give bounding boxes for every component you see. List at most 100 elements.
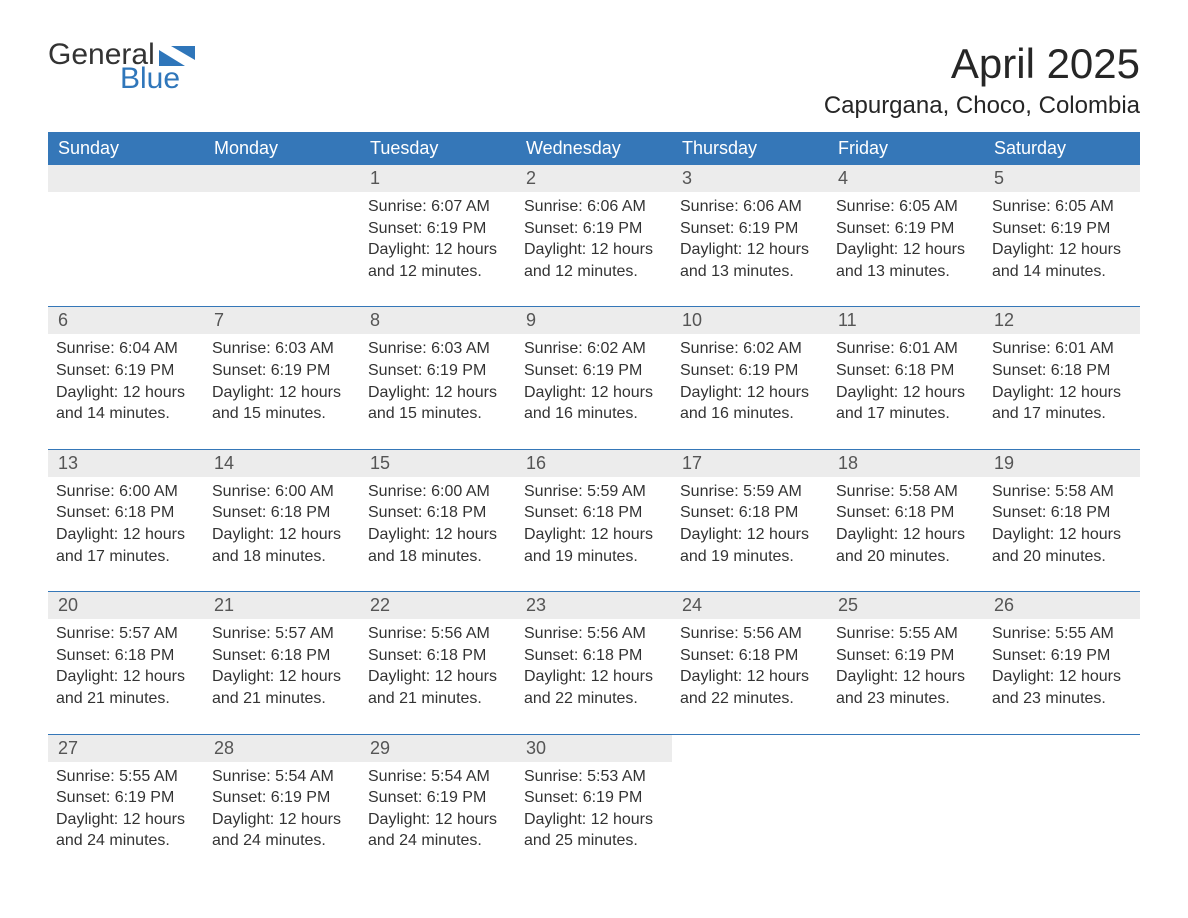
sunset-line: Sunset: 6:19 PM	[836, 218, 976, 240]
daylight-line: Daylight: 12 hours and 17 minutes.	[836, 382, 976, 425]
day-cell: 25Sunrise: 5:55 AMSunset: 6:19 PMDayligh…	[828, 592, 984, 734]
sunset-label: Sunset:	[56, 504, 115, 521]
sunrise-value: 5:55 AM	[899, 625, 958, 642]
title-block: April 2025 Capurgana, Choco, Colombia	[824, 40, 1140, 120]
sunset-line: Sunset: 6:19 PM	[836, 645, 976, 667]
sunrise-value: 6:06 AM	[743, 198, 802, 215]
day-cell: 3Sunrise: 6:06 AMSunset: 6:19 PMDaylight…	[672, 165, 828, 307]
daylight-line: Daylight: 12 hours and 22 minutes.	[524, 666, 664, 709]
day-number: 21	[204, 592, 360, 619]
sunset-value: 6:19 PM	[1051, 647, 1111, 664]
sunrise-label: Sunrise:	[836, 625, 899, 642]
sunset-value: 6:19 PM	[583, 220, 643, 237]
day-cell: 10Sunrise: 6:02 AMSunset: 6:19 PMDayligh…	[672, 307, 828, 449]
daylight-line: Daylight: 12 hours and 14 minutes.	[992, 239, 1132, 282]
sunrise-line: Sunrise: 5:56 AM	[680, 623, 820, 645]
daylight-line: Daylight: 12 hours and 20 minutes.	[992, 524, 1132, 567]
daylight-line: Daylight: 12 hours and 18 minutes.	[212, 524, 352, 567]
sunset-value: 6:19 PM	[895, 220, 955, 237]
sunset-line: Sunset: 6:18 PM	[836, 360, 976, 382]
sunset-label: Sunset:	[368, 504, 427, 521]
sunrise-line: Sunrise: 5:55 AM	[836, 623, 976, 645]
day-details: Sunrise: 5:56 AMSunset: 6:18 PMDaylight:…	[360, 619, 516, 709]
sunrise-value: 6:00 AM	[275, 483, 334, 500]
sunrise-line: Sunrise: 5:59 AM	[524, 481, 664, 503]
sunset-label: Sunset:	[56, 362, 115, 379]
daylight-label: Daylight:	[680, 526, 747, 543]
day-cell: 15Sunrise: 6:00 AMSunset: 6:18 PMDayligh…	[360, 450, 516, 592]
sunrise-line: Sunrise: 6:00 AM	[212, 481, 352, 503]
day-cell: 28Sunrise: 5:54 AMSunset: 6:19 PMDayligh…	[204, 735, 360, 876]
sunset-label: Sunset:	[368, 647, 427, 664]
sunrise-value: 5:58 AM	[1055, 483, 1114, 500]
sunset-value: 6:18 PM	[583, 504, 643, 521]
sunset-line: Sunset: 6:19 PM	[368, 218, 508, 240]
sunset-label: Sunset:	[212, 647, 271, 664]
daylight-line: Daylight: 12 hours and 16 minutes.	[524, 382, 664, 425]
day-number: 25	[828, 592, 984, 619]
sunrise-label: Sunrise:	[680, 483, 743, 500]
day-number: 20	[48, 592, 204, 619]
daylight-line: Daylight: 12 hours and 19 minutes.	[680, 524, 820, 567]
day-number: 7	[204, 307, 360, 334]
day-cell: 19Sunrise: 5:58 AMSunset: 6:18 PMDayligh…	[984, 450, 1140, 592]
day-details: Sunrise: 6:03 AMSunset: 6:19 PMDaylight:…	[360, 334, 516, 424]
day-cell	[48, 165, 204, 307]
sunset-value: 6:19 PM	[115, 362, 175, 379]
sunset-value: 6:19 PM	[427, 789, 487, 806]
daylight-label: Daylight:	[992, 384, 1059, 401]
sunset-label: Sunset:	[524, 362, 583, 379]
sunset-line: Sunset: 6:19 PM	[56, 360, 196, 382]
daylight-line: Daylight: 12 hours and 12 minutes.	[368, 239, 508, 282]
day-number: 8	[360, 307, 516, 334]
weekday-header: Sunday	[48, 132, 204, 165]
daylight-label: Daylight:	[368, 526, 435, 543]
sunset-value: 6:19 PM	[583, 789, 643, 806]
sunrise-label: Sunrise:	[680, 198, 743, 215]
sunrise-value: 5:59 AM	[743, 483, 802, 500]
daylight-line: Daylight: 12 hours and 14 minutes.	[56, 382, 196, 425]
sunset-label: Sunset:	[836, 362, 895, 379]
sunset-value: 6:19 PM	[115, 789, 175, 806]
sunrise-line: Sunrise: 5:58 AM	[836, 481, 976, 503]
sunrise-label: Sunrise:	[524, 768, 587, 785]
sunrise-value: 5:59 AM	[587, 483, 646, 500]
sunset-line: Sunset: 6:19 PM	[212, 360, 352, 382]
day-cell	[672, 735, 828, 876]
day-cell: 30Sunrise: 5:53 AMSunset: 6:19 PMDayligh…	[516, 735, 672, 876]
sunset-value: 6:18 PM	[115, 504, 175, 521]
day-number: 15	[360, 450, 516, 477]
day-details: Sunrise: 6:05 AMSunset: 6:19 PMDaylight:…	[828, 192, 984, 282]
sunset-value: 6:18 PM	[739, 647, 799, 664]
sunrise-value: 5:56 AM	[431, 625, 490, 642]
day-number: 9	[516, 307, 672, 334]
day-details: Sunrise: 6:02 AMSunset: 6:19 PMDaylight:…	[516, 334, 672, 424]
sunset-value: 6:18 PM	[895, 504, 955, 521]
sunset-line: Sunset: 6:19 PM	[212, 787, 352, 809]
sunset-value: 6:18 PM	[271, 647, 331, 664]
day-details: Sunrise: 6:06 AMSunset: 6:19 PMDaylight:…	[672, 192, 828, 282]
sunset-line: Sunset: 6:19 PM	[368, 360, 508, 382]
day-number: 3	[672, 165, 828, 192]
day-number: 18	[828, 450, 984, 477]
sunrise-value: 6:02 AM	[743, 340, 802, 357]
sunrise-value: 5:56 AM	[587, 625, 646, 642]
sunrise-line: Sunrise: 5:56 AM	[368, 623, 508, 645]
daylight-line: Daylight: 12 hours and 12 minutes.	[524, 239, 664, 282]
sunrise-line: Sunrise: 6:07 AM	[368, 196, 508, 218]
sunrise-value: 6:05 AM	[899, 198, 958, 215]
day-details: Sunrise: 5:55 AMSunset: 6:19 PMDaylight:…	[984, 619, 1140, 709]
sunrise-value: 6:03 AM	[275, 340, 334, 357]
day-details: Sunrise: 5:59 AMSunset: 6:18 PMDaylight:…	[516, 477, 672, 567]
sunset-label: Sunset:	[680, 504, 739, 521]
sunrise-line: Sunrise: 5:59 AM	[680, 481, 820, 503]
day-cell: 5Sunrise: 6:05 AMSunset: 6:19 PMDaylight…	[984, 165, 1140, 307]
daylight-line: Daylight: 12 hours and 15 minutes.	[368, 382, 508, 425]
sunrise-value: 5:54 AM	[431, 768, 490, 785]
month-title: April 2025	[824, 40, 1140, 88]
sunset-value: 6:19 PM	[1051, 220, 1111, 237]
daylight-line: Daylight: 12 hours and 21 minutes.	[56, 666, 196, 709]
logo-text-blue: Blue	[120, 64, 197, 94]
sunset-label: Sunset:	[368, 362, 427, 379]
daylight-label: Daylight:	[212, 668, 279, 685]
